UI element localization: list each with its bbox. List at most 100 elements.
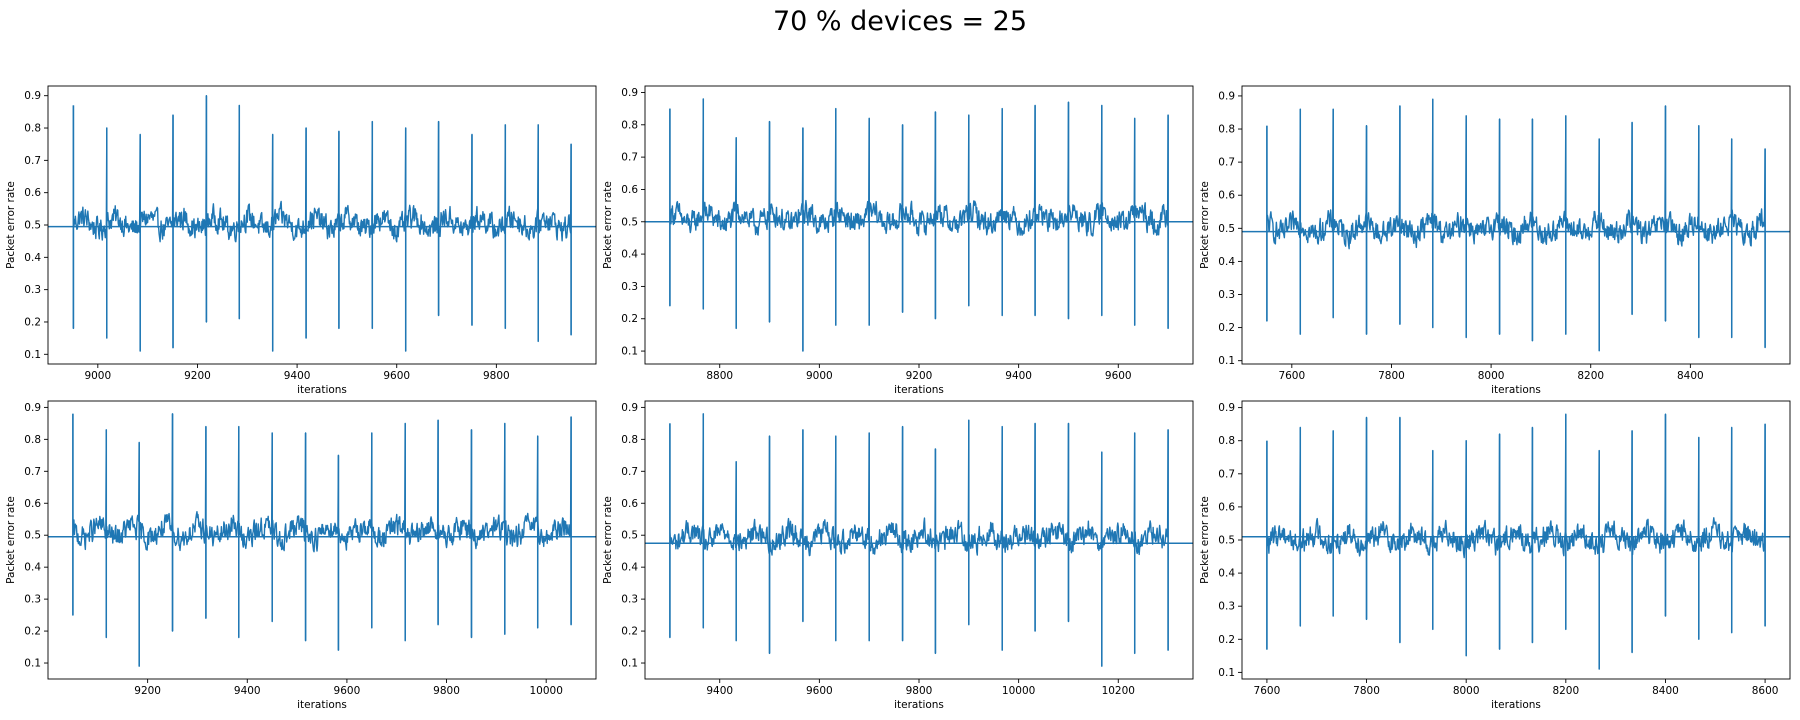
y-tick-label: 0.1 (1218, 667, 1235, 679)
y-tick-label: 0.7 (621, 466, 638, 478)
x-tick-label: 9400 (234, 685, 261, 697)
plot-area (1242, 98, 1790, 352)
y-axis-label: Packet error rate (5, 496, 17, 584)
y-tick-label: 0.2 (1218, 322, 1235, 334)
x-tick-label: 10000 (529, 685, 562, 697)
x-axis-label: iterations (1491, 699, 1541, 711)
y-axis-label: Packet error rate (602, 496, 614, 584)
y-tick-label: 0.9 (24, 90, 41, 102)
x-tick-label: 8200 (1577, 370, 1604, 382)
x-tick-label: 8000 (1478, 370, 1505, 382)
y-tick-label: 0.4 (1218, 568, 1235, 580)
x-tick-label: 9200 (906, 370, 933, 382)
y-tick-label: 0.9 (1218, 402, 1235, 414)
x-tick-label: 8400 (1677, 370, 1704, 382)
y-tick-label: 0.2 (1218, 634, 1235, 646)
x-tick-label: 10200 (1102, 685, 1135, 697)
y-tick-label: 0.3 (1218, 601, 1235, 613)
y-tick-label: 0.9 (1218, 90, 1235, 102)
x-axis-label: iterations (297, 384, 347, 396)
plot-area (48, 413, 596, 667)
y-tick-label: 0.4 (24, 562, 41, 574)
y-tick-label: 0.3 (621, 594, 638, 606)
x-tick-label: 9400 (1005, 370, 1032, 382)
y-axis-label: Packet error rate (1199, 496, 1211, 584)
axes-frame (47, 400, 597, 680)
y-tick-label: 0.2 (621, 626, 638, 638)
y-tick-label: 0.4 (24, 252, 41, 264)
y-tick-label: 0.1 (1218, 355, 1235, 367)
y-tick-label: 0.5 (1218, 223, 1235, 235)
y-tick-label: 0.1 (24, 658, 41, 670)
x-tick-label: 7600 (1254, 685, 1281, 697)
x-tick-label: 9600 (1105, 370, 1132, 382)
x-tick-label: 9000 (806, 370, 833, 382)
series-line (72, 413, 572, 667)
y-tick-label: 0.9 (621, 402, 638, 414)
subplot-4: 9200 9400 9600 9800 10000 0.1 0.2 0.3 0.4 0.5 0.6 0… (5, 400, 597, 711)
y-axis-label: Packet error rate (5, 181, 17, 269)
y-tick-label: 0.6 (621, 184, 638, 196)
y-tick-label: 0.8 (1218, 124, 1235, 136)
x-tick-label: 8200 (1552, 685, 1579, 697)
y-tick-label: 0.9 (24, 402, 41, 414)
x-tick-label: 7800 (1378, 370, 1405, 382)
x-axis-label: iterations (894, 699, 944, 711)
y-tick-label: 0.2 (24, 626, 41, 638)
x-tick-label: 9600 (334, 685, 361, 697)
y-tick-label: 0.8 (621, 434, 638, 446)
y-tick-label: 0.8 (24, 123, 41, 135)
plot-area (645, 98, 1193, 352)
y-tick-label: 0.4 (621, 562, 638, 574)
y-tick-label: 0.8 (621, 119, 638, 131)
subplot-1: 9000 9200 9400 9600 9800 0.1 0.2 0.3 0.4 0.5 0.6 0.… (5, 85, 597, 396)
x-tick-label: 8000 (1453, 685, 1480, 697)
y-tick-label: 0.3 (24, 594, 41, 606)
x-tick-label: 9600 (383, 370, 410, 382)
y-tick-label: 0.8 (24, 434, 41, 446)
x-tick-label: 8600 (1752, 685, 1779, 697)
x-tick-label: 9800 (483, 370, 510, 382)
y-tick-label: 0.6 (621, 498, 638, 510)
x-tick-label: 9400 (706, 685, 733, 697)
subplot-5: 9400 9600 9800 10000 10200 0.1 0.2 0.3 0.4 0.5 0.6… (602, 400, 1194, 711)
x-axis-label: iterations (297, 699, 347, 711)
x-tick-label: 8800 (706, 370, 733, 382)
x-axis-label: iterations (1491, 384, 1541, 396)
x-tick-label: 7800 (1353, 685, 1380, 697)
subplot-2: 8800 9000 9200 9400 9600 0.1 0.2 0.3 0.4 0.5 0.6 0.… (602, 85, 1194, 396)
y-tick-label: 0.3 (621, 281, 638, 293)
y-tick-label: 0.3 (24, 284, 41, 296)
y-tick-label: 0.1 (24, 349, 41, 361)
y-tick-label: 0.7 (24, 155, 41, 167)
y-tick-label: 0.4 (621, 249, 638, 261)
subplot-6: 7600 7800 8000 8200 8400 8600 0.1 0.2 0.3 0.4 0.5 0… (1199, 400, 1791, 711)
series-line (72, 95, 572, 352)
series-line (669, 413, 1169, 667)
x-tick-label: 9200 (184, 370, 211, 382)
y-tick-label: 0.7 (24, 466, 41, 478)
subplot-3: 7600 7800 8000 8200 8400 0.1 0.2 0.3 0.4 0.5 0.6 0.… (1199, 85, 1791, 396)
y-tick-label: 0.3 (1218, 289, 1235, 301)
y-tick-label: 0.5 (621, 216, 638, 228)
y-tick-label: 0.8 (1218, 435, 1235, 447)
x-tick-label: 9800 (433, 685, 460, 697)
y-tick-label: 0.7 (1218, 468, 1235, 480)
y-axis-label: Packet error rate (1199, 181, 1211, 269)
x-tick-label: 9400 (284, 370, 311, 382)
y-tick-label: 0.5 (1218, 535, 1235, 547)
y-tick-label: 0.6 (24, 498, 41, 510)
x-axis-label: iterations (894, 384, 944, 396)
y-tick-label: 0.5 (24, 220, 41, 232)
axes-frame (1241, 85, 1791, 365)
plot-area (645, 413, 1193, 667)
series-line (1266, 413, 1766, 670)
y-tick-label: 0.6 (1218, 501, 1235, 513)
y-tick-label: 0.6 (1218, 190, 1235, 202)
x-tick-label: 9200 (134, 685, 161, 697)
y-tick-label: 0.2 (621, 313, 638, 325)
y-tick-label: 0.7 (621, 152, 638, 164)
plot-area (48, 95, 596, 352)
x-tick-label: 9600 (806, 685, 833, 697)
series-line (669, 98, 1169, 352)
